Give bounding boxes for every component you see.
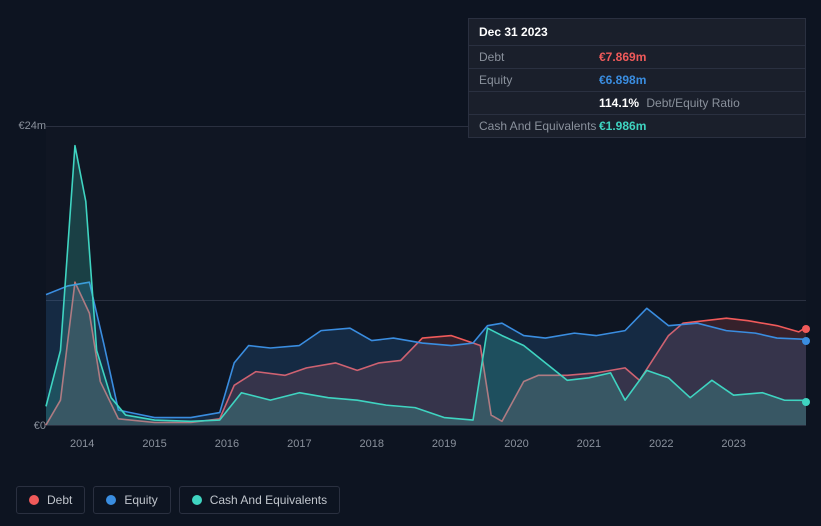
tooltip-row-value: 114.1% Debt/Equity Ratio — [599, 96, 740, 110]
series-end-marker — [802, 337, 810, 345]
tooltip-row-extra: Debt/Equity Ratio — [643, 96, 740, 110]
x-tick: 2018 — [359, 438, 383, 450]
legend-label: Cash And Equivalents — [210, 493, 327, 507]
tooltip-row: Equity€6.898m — [469, 69, 805, 92]
x-tick: 2016 — [215, 438, 239, 450]
legend: Debt Equity Cash And Equivalents — [16, 486, 340, 514]
legend-label: Debt — [47, 493, 72, 507]
tooltip-row-value: €6.898m — [599, 73, 646, 87]
legend-item[interactable]: Cash And Equivalents — [179, 486, 340, 514]
x-tick: 2021 — [577, 438, 601, 450]
tooltip-row-value: €1.986m — [599, 119, 646, 133]
tooltip-row-label: Debt — [479, 50, 599, 64]
tooltip-row-value: €7.869m — [599, 50, 646, 64]
x-tick: 2022 — [649, 438, 673, 450]
legend-item[interactable]: Equity — [93, 486, 170, 514]
debt-equity-chart: €24m €0 20142015201620172018201920202021… — [16, 126, 806, 456]
x-tick: 2019 — [432, 438, 456, 450]
x-axis: 2014 2015 2016 2017 2018 2019 2020 2021 2022 2023 — [46, 432, 806, 456]
legend-swatch — [192, 495, 202, 505]
x-tick: 2023 — [721, 438, 745, 450]
x-tick: 2020 — [504, 438, 528, 450]
legend-label: Equity — [124, 493, 157, 507]
tooltip-row: 114.1% Debt/Equity Ratio — [469, 92, 805, 115]
tooltip-row-label: Equity — [479, 73, 599, 87]
y-axis-label-min: €0 — [6, 420, 46, 432]
y-axis-label-max: €24m — [6, 120, 46, 132]
chart-tooltip: Dec 31 2023 Debt€7.869mEquity€6.898m114.… — [468, 18, 806, 138]
x-tick: 2015 — [142, 438, 166, 450]
plot-area[interactable] — [46, 126, 806, 426]
tooltip-row-label: Cash And Equivalents — [479, 119, 599, 133]
series-end-marker — [802, 398, 810, 406]
tooltip-row: Cash And Equivalents€1.986m — [469, 115, 805, 137]
x-tick: 2017 — [287, 438, 311, 450]
x-tick: 2014 — [70, 438, 94, 450]
series-end-marker — [802, 325, 810, 333]
series-svg — [46, 127, 806, 425]
legend-swatch — [106, 495, 116, 505]
tooltip-row-label — [479, 96, 599, 110]
legend-item[interactable]: Debt — [16, 486, 85, 514]
tooltip-row: Debt€7.869m — [469, 46, 805, 69]
legend-swatch — [29, 495, 39, 505]
tooltip-title: Dec 31 2023 — [469, 19, 805, 46]
